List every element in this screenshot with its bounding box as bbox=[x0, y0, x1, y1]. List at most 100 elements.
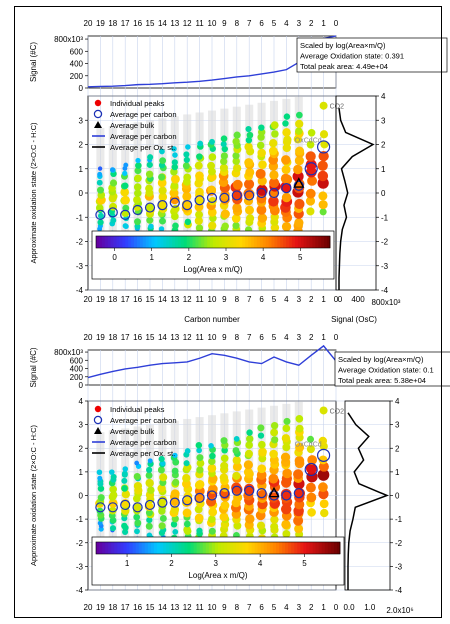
individual-peak bbox=[157, 466, 165, 474]
top-tick-label: 4 bbox=[284, 333, 289, 342]
individual-peak bbox=[257, 424, 265, 432]
top-tick-label: 10 bbox=[208, 19, 217, 28]
right-y-tick-label: -1 bbox=[381, 213, 389, 222]
individual-peak bbox=[183, 151, 190, 158]
top-tick-label: 10 bbox=[208, 333, 217, 342]
main-y-tick-label: 4 bbox=[79, 397, 84, 406]
individual-peak bbox=[318, 200, 328, 210]
bottom-tick-label: 6 bbox=[259, 295, 264, 304]
bottom-tick-label: 19 bbox=[96, 295, 105, 304]
individual-peak bbox=[305, 188, 316, 199]
colorbar-segment bbox=[147, 542, 152, 554]
colorbar-segment bbox=[236, 542, 240, 554]
individual-peak bbox=[245, 137, 253, 144]
annotation-co2: CO2 bbox=[330, 104, 345, 111]
individual-peak bbox=[109, 485, 117, 494]
top-tick-label: 9 bbox=[222, 19, 227, 28]
individual-peak bbox=[232, 157, 240, 165]
colorbar-segment bbox=[262, 236, 267, 248]
individual-peak bbox=[195, 197, 204, 206]
top-tick-label: 18 bbox=[108, 333, 117, 342]
main-y-tick-label: 0 bbox=[79, 189, 84, 198]
individual-peak bbox=[133, 513, 141, 521]
individual-peak bbox=[207, 207, 217, 217]
colorbar-segment bbox=[265, 236, 269, 248]
individual-peak bbox=[268, 473, 279, 484]
top-tick-label: 1 bbox=[321, 19, 326, 28]
colorbar-segment bbox=[116, 236, 120, 248]
top-tick-label: 0 bbox=[334, 333, 339, 342]
individual-peak bbox=[121, 477, 128, 484]
top-tick-label: 0 bbox=[334, 19, 339, 28]
individual-peak bbox=[307, 175, 318, 186]
individual-peak bbox=[219, 512, 229, 522]
colorbar-segment bbox=[169, 542, 173, 554]
upper-y-tick-label: 400 bbox=[70, 365, 84, 374]
avg-per-carbon-marker bbox=[182, 495, 193, 506]
legend-symbol-peaks bbox=[94, 99, 102, 107]
colorbar-segment bbox=[291, 236, 296, 248]
individual-peak bbox=[256, 470, 267, 480]
individual-peak bbox=[306, 445, 315, 454]
individual-peak bbox=[270, 428, 279, 437]
upper-y-tick-label: 200 bbox=[70, 373, 84, 382]
right-y-tick-label: 0 bbox=[381, 189, 386, 198]
individual-peak bbox=[134, 167, 142, 175]
colorbar-segment bbox=[186, 236, 190, 248]
side-xlabel: Signal (OsC) bbox=[331, 315, 377, 324]
avg-per-carbon-marker bbox=[194, 195, 205, 206]
colorbar-segment bbox=[257, 542, 262, 554]
individual-peak bbox=[282, 468, 292, 479]
individual-peak bbox=[194, 161, 203, 170]
individual-peak bbox=[283, 113, 291, 120]
colorbar-outline bbox=[95, 235, 331, 249]
upper-y-tick-label: 0 bbox=[79, 381, 84, 390]
colorbar-segment bbox=[151, 236, 155, 248]
top-tick-label: 2 bbox=[309, 333, 314, 342]
colorbar-segment bbox=[303, 542, 307, 554]
individual-peak bbox=[232, 471, 241, 481]
bottom-tick-label: 0 bbox=[334, 603, 339, 612]
individual-peak bbox=[158, 226, 165, 232]
individual-peak bbox=[170, 181, 179, 190]
individual-peak bbox=[195, 210, 204, 219]
individual-peak bbox=[158, 522, 166, 530]
colorbar-segment bbox=[138, 542, 143, 554]
legend-label: Average per carbon bbox=[110, 110, 177, 119]
main-y-tick-label: 2 bbox=[79, 444, 84, 453]
individual-peak bbox=[97, 212, 104, 219]
side-x-tick-label: 0.0 bbox=[343, 603, 355, 612]
individual-peak bbox=[307, 435, 315, 443]
individual-peak bbox=[95, 204, 104, 212]
colorbar-segment bbox=[333, 542, 338, 554]
individual-peak bbox=[170, 489, 180, 499]
individual-peak bbox=[97, 171, 103, 177]
individual-peak bbox=[295, 127, 303, 135]
individual-peak bbox=[135, 162, 142, 169]
individual-peak bbox=[207, 185, 217, 195]
colorbar-segment bbox=[245, 542, 249, 554]
colorbar-segment bbox=[134, 236, 138, 248]
individual-peak bbox=[121, 490, 131, 499]
individual-peak bbox=[282, 143, 292, 153]
top-tick-label: 19 bbox=[96, 19, 105, 28]
individual-peak bbox=[295, 424, 304, 433]
individual-peak bbox=[209, 138, 215, 145]
individual-peak bbox=[257, 213, 268, 223]
individual-peak bbox=[185, 144, 191, 150]
colorbar-segment bbox=[282, 542, 286, 554]
colorbar-segment bbox=[215, 236, 220, 248]
colorbar-segment bbox=[98, 236, 103, 248]
colorbar-segment bbox=[253, 236, 258, 248]
bottom-tick-label: 13 bbox=[170, 295, 179, 304]
colorbar-segment bbox=[214, 542, 219, 554]
individual-peak bbox=[96, 179, 103, 186]
individual-peak bbox=[172, 222, 179, 230]
colorbar-tick-label: 0 bbox=[112, 253, 117, 262]
individual-peak bbox=[268, 196, 279, 207]
individual-peak bbox=[269, 139, 278, 148]
individual-peak bbox=[246, 429, 253, 436]
individual-peak bbox=[208, 527, 216, 535]
colorbar-segment bbox=[114, 542, 118, 554]
colorbar-segment bbox=[131, 236, 135, 248]
